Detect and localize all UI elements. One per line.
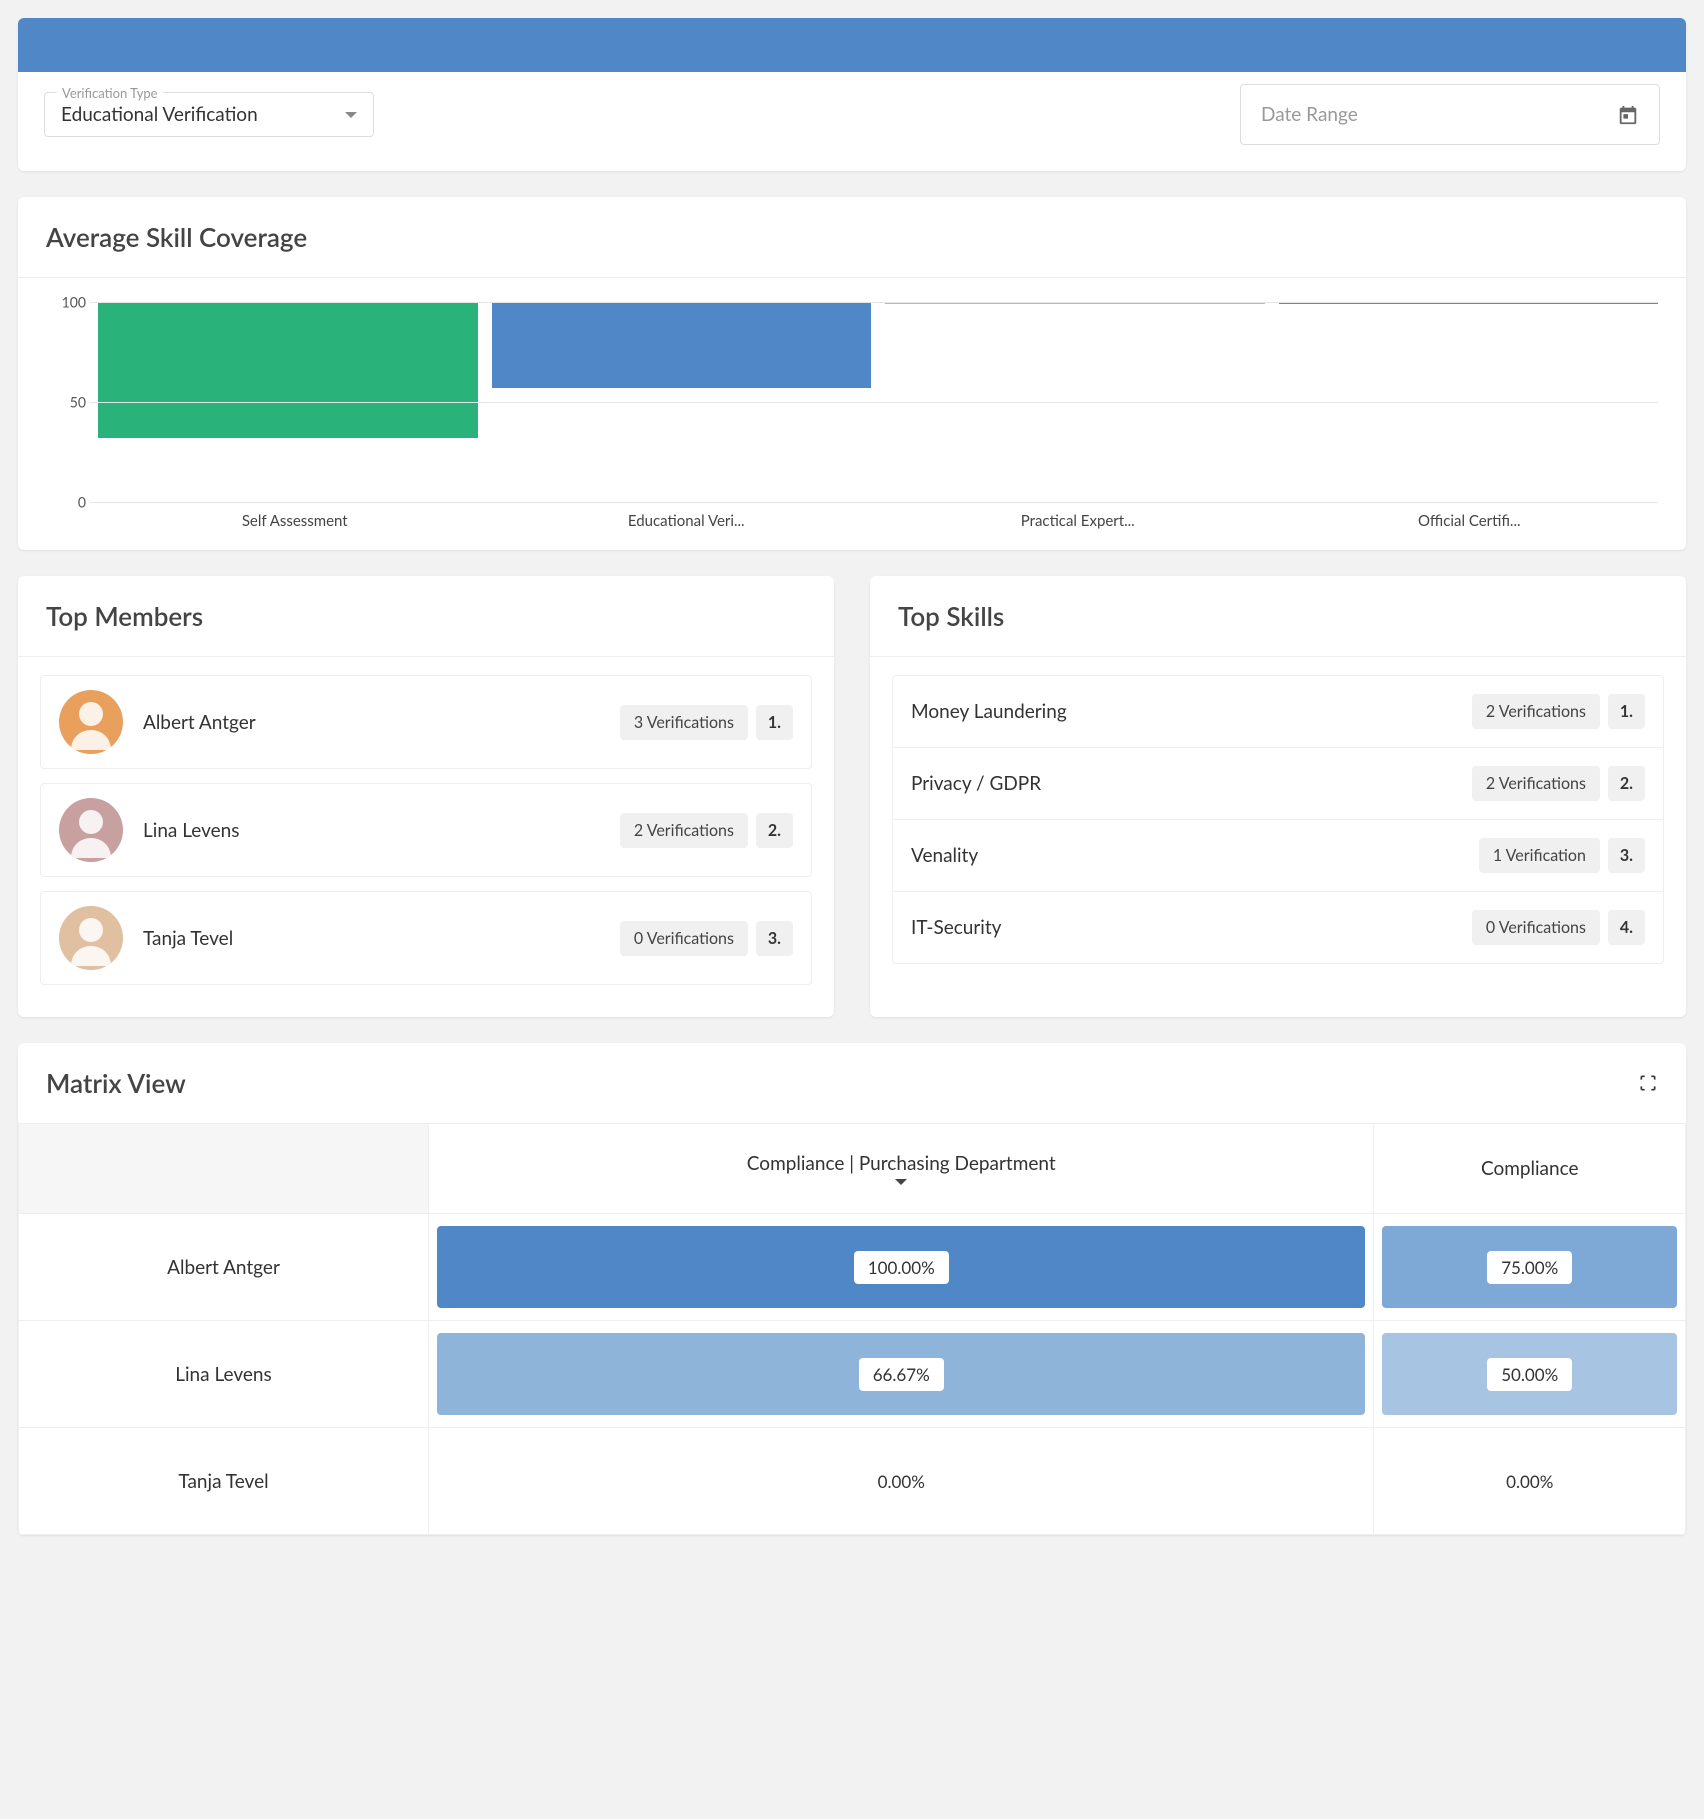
verification-type-select[interactable]: Verification Type Educational Verificati…: [44, 92, 374, 137]
matrix-row-header[interactable]: Albert Antger: [19, 1214, 429, 1321]
matrix-view-title: Matrix View: [46, 1067, 186, 1099]
grid-line: [90, 502, 1658, 503]
x-axis-label: Practical Expert...: [889, 502, 1267, 530]
matrix-view-card: Matrix View Compliance | Purchasing Depa…: [18, 1043, 1686, 1535]
verifications-badge: 0 Verifications: [620, 921, 748, 956]
rank-badge: 3.: [756, 921, 793, 956]
rank-badge: 2.: [756, 813, 793, 848]
skill-row[interactable]: Venality 1 Verification3.: [892, 820, 1664, 892]
date-range-placeholder: Date Range: [1261, 103, 1358, 126]
rank-badge: 2.: [1608, 766, 1645, 801]
matrix-cell[interactable]: 100.00%: [429, 1214, 1374, 1321]
verifications-badge: 2 Verifications: [620, 813, 748, 848]
skill-coverage-chart: 0 50 100 Self Assessment Educational Veri..…: [18, 277, 1686, 530]
x-axis-label: Official Certifi...: [1281, 502, 1659, 530]
rank-badge: 1.: [1608, 694, 1645, 729]
x-axis-label: Self Assessment: [106, 502, 484, 530]
y-axis-tick: 0: [78, 494, 86, 511]
grid-line: [90, 402, 1658, 403]
column-header-label: Compliance | Purchasing Department: [747, 1152, 1056, 1175]
matrix-cell-value: 0.00%: [1382, 1471, 1677, 1492]
member-row[interactable]: Albert Antger 3 Verifications1.: [40, 675, 812, 769]
member-name: Lina Levens: [143, 819, 612, 842]
chart-bar[interactable]: [492, 302, 872, 388]
verifications-badge: 3 Verifications: [620, 705, 748, 740]
member-row[interactable]: Tanja Tevel 0 Verifications3.: [40, 891, 812, 985]
top-members-title: Top Members: [18, 576, 834, 656]
matrix-cell-value: 100.00%: [854, 1251, 949, 1284]
matrix-cell-value: 66.67%: [859, 1358, 944, 1391]
matrix-row-header[interactable]: Tanja Tevel: [19, 1428, 429, 1535]
member-name: Tanja Tevel: [143, 927, 612, 950]
y-axis-tick: 50: [70, 394, 86, 411]
top-skills-card: Top Skills Money Laundering 2 Verificatio…: [870, 576, 1686, 1017]
skill-name: Privacy / GDPR: [911, 772, 1464, 795]
skill-name: Money Laundering: [911, 700, 1464, 723]
calendar-icon: [1617, 104, 1639, 126]
top-skills-title: Top Skills: [870, 576, 1686, 656]
skill-row[interactable]: IT-Security 0 Verifications4.: [892, 892, 1664, 964]
verifications-badge: 2 Verifications: [1472, 766, 1600, 801]
skill-row[interactable]: Privacy / GDPR 2 Verifications2.: [892, 748, 1664, 820]
verifications-badge: 2 Verifications: [1472, 694, 1600, 729]
rank-badge: 4.: [1608, 910, 1645, 945]
matrix-cell[interactable]: 75.00%: [1374, 1214, 1686, 1321]
matrix-cell-value: 75.00%: [1487, 1251, 1572, 1284]
chevron-down-icon: [895, 1179, 907, 1185]
verification-type-label: Verification Type: [57, 85, 163, 101]
matrix-table: Compliance | Purchasing Department Compli…: [18, 1123, 1686, 1535]
verification-type-value: Educational Verification: [61, 103, 258, 126]
skill-row[interactable]: Money Laundering 2 Verifications1.: [892, 675, 1664, 748]
verifications-badge: 0 Verifications: [1472, 910, 1600, 945]
skill-name: Venality: [911, 844, 1471, 867]
column-header-label: Compliance: [1481, 1157, 1579, 1180]
chart-bar[interactable]: [98, 302, 478, 438]
matrix-cell[interactable]: 50.00%: [1374, 1321, 1686, 1428]
y-axis-tick: 100: [62, 294, 86, 311]
avatar: [59, 798, 123, 862]
skill-coverage-card: Average Skill Coverage 0 50 100 Self Asses…: [18, 197, 1686, 550]
skill-name: IT-Security: [911, 916, 1464, 939]
filter-bar: Verification Type Educational Verificati…: [18, 18, 1686, 171]
matrix-cell[interactable]: 0.00%: [429, 1428, 1374, 1535]
avatar: [59, 690, 123, 754]
x-axis-label: Educational Veri...: [498, 502, 876, 530]
rank-badge: 1.: [756, 705, 793, 740]
matrix-column-header[interactable]: Compliance | Purchasing Department: [429, 1124, 1374, 1214]
avatar: [59, 906, 123, 970]
matrix-row-header[interactable]: Lina Levens: [19, 1321, 429, 1428]
chevron-down-icon: [345, 112, 357, 118]
matrix-cell[interactable]: 66.67%: [429, 1321, 1374, 1428]
date-range-input[interactable]: Date Range: [1240, 84, 1660, 145]
matrix-corner: [19, 1124, 429, 1214]
member-name: Albert Antger: [143, 711, 612, 734]
verifications-badge: 1 Verification: [1479, 838, 1600, 873]
matrix-cell-value: 50.00%: [1487, 1358, 1572, 1391]
matrix-cell[interactable]: 0.00%: [1374, 1428, 1686, 1535]
filter-bar-header-strip: [18, 18, 1686, 72]
skill-coverage-title: Average Skill Coverage: [18, 197, 1686, 277]
member-row[interactable]: Lina Levens 2 Verifications2.: [40, 783, 812, 877]
matrix-column-header[interactable]: Compliance: [1374, 1124, 1686, 1214]
top-members-card: Top Members Albert Antger 3 Verifications…: [18, 576, 834, 1017]
fullscreen-icon[interactable]: [1638, 1073, 1658, 1093]
grid-line: [90, 302, 1658, 303]
rank-badge: 3.: [1608, 838, 1645, 873]
matrix-cell-value: 0.00%: [437, 1471, 1365, 1492]
